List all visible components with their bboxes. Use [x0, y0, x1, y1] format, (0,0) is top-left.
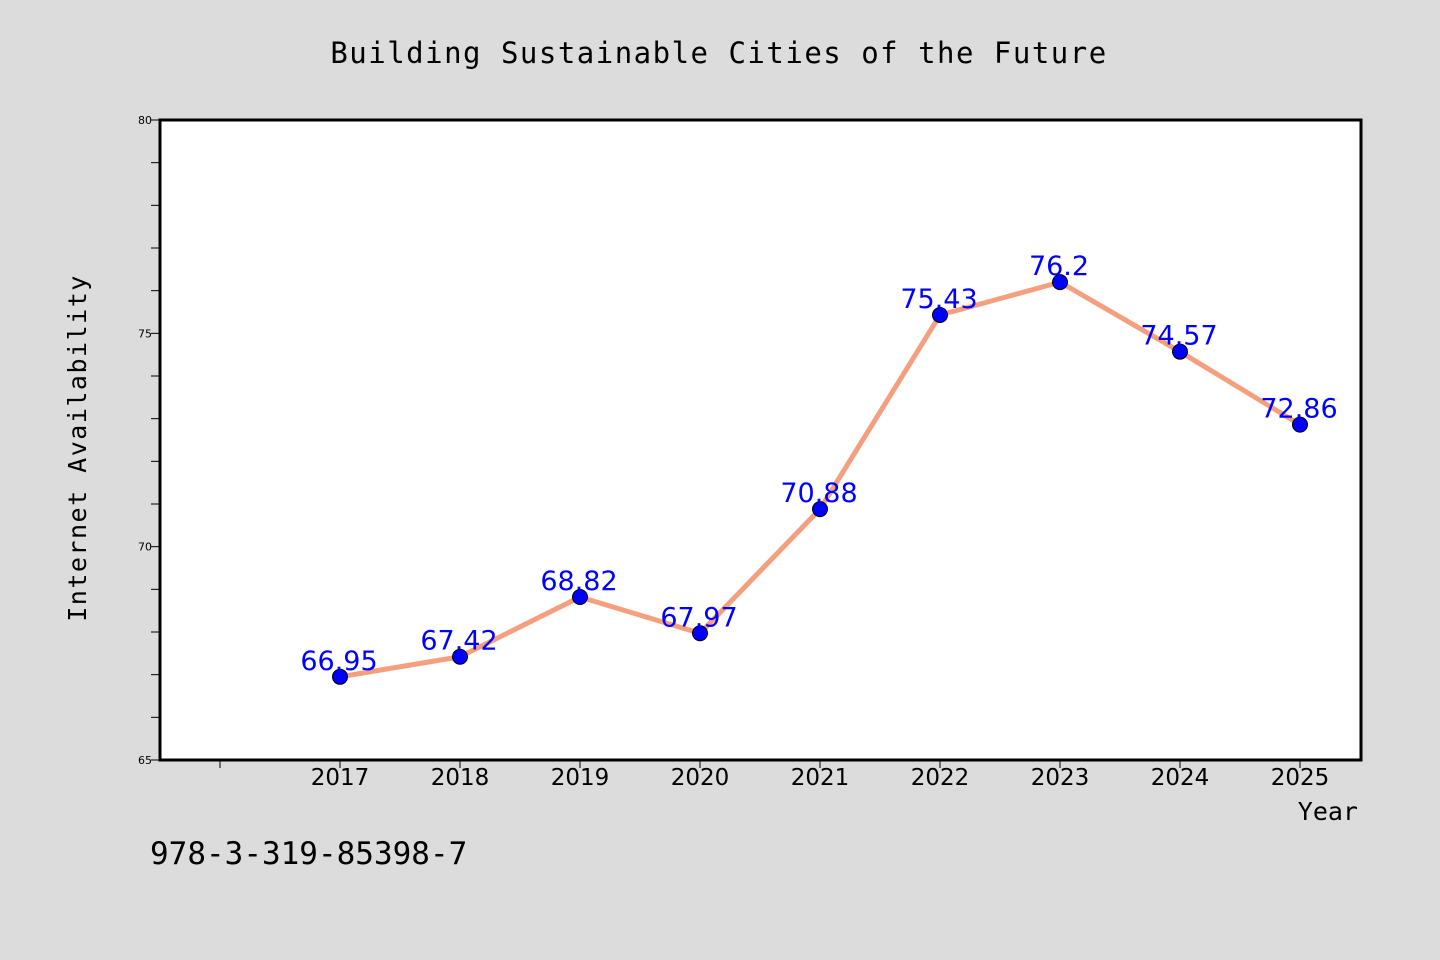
data-point	[452, 648, 468, 665]
data-label: 76.2	[1029, 251, 1089, 282]
x-tick-label: 2018	[431, 765, 490, 791]
data-point	[932, 306, 948, 323]
data-point	[692, 625, 708, 642]
y-tick-label: 65	[138, 754, 152, 767]
x-tick-label: 2019	[551, 765, 610, 791]
data-point	[812, 501, 828, 518]
data-label: 74.57	[1140, 321, 1217, 352]
y-tick-label: 80	[138, 114, 152, 127]
data-label: 75.43	[900, 284, 977, 315]
data-label: 70.88	[780, 478, 857, 509]
y-tick-label: 75	[138, 327, 152, 340]
footer-code: 978-3-319-85398-7	[150, 836, 467, 872]
data-point	[1052, 274, 1068, 291]
y-axis-ticks: 65 70 75 80	[138, 114, 160, 767]
y-tick-label: 70	[138, 541, 152, 554]
data-label: 67.42	[420, 626, 497, 657]
data-point	[572, 589, 588, 606]
chart-title: Building Sustainable Cities of the Futur…	[330, 36, 1107, 70]
series-markers	[332, 274, 1308, 685]
x-tick-label: 2022	[911, 765, 970, 791]
x-tick-label: 2024	[1151, 765, 1210, 791]
plot-frame	[158, 118, 1363, 762]
data-point	[1292, 416, 1308, 433]
data-label: 68.82	[540, 566, 617, 597]
data-label: 72.86	[1260, 394, 1337, 425]
x-tick-label: 2025	[1271, 765, 1330, 791]
x-axis-ticks: 2017 2018 2019 2020 2021 2022 2023 2024 2025	[219, 760, 1330, 791]
data-label: 67.97	[660, 602, 737, 633]
x-tick-label: 2017	[311, 765, 370, 791]
data-labels: 66.95 67.42 68.82 67.97 70.88 75.43 76.2 74.57 7…	[300, 251, 1337, 677]
x-axis-label: Year	[1298, 797, 1358, 826]
plot-area	[160, 120, 1361, 760]
x-tick-label: 2021	[791, 765, 850, 791]
data-point	[332, 668, 348, 685]
x-tick-label: 2020	[671, 765, 730, 791]
data-point	[1172, 343, 1188, 360]
data-label: 66.95	[300, 646, 377, 677]
y-axis-label: Internet Availability	[63, 274, 92, 622]
x-tick-label: 2023	[1031, 765, 1090, 791]
